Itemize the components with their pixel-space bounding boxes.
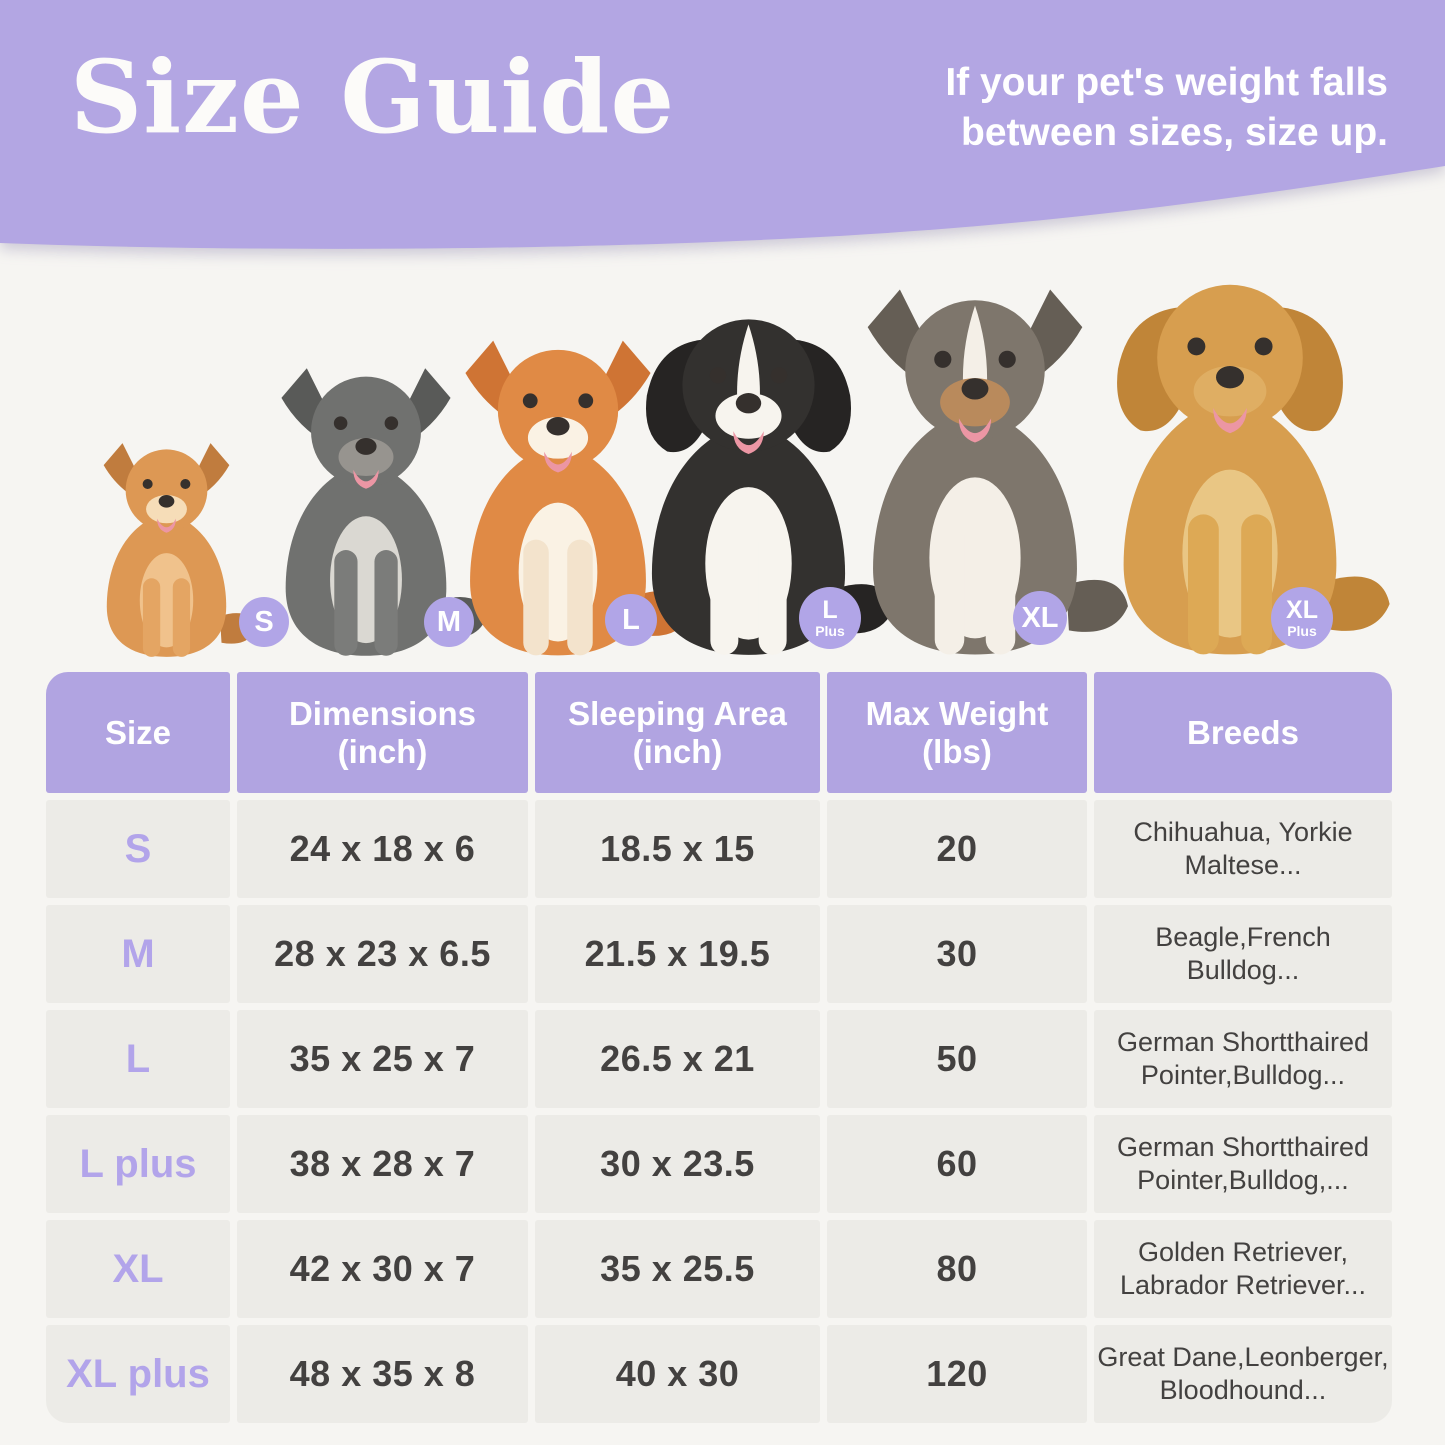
column-header-dimensions-unit: (inch): [337, 732, 428, 770]
column-header-max-weight-label: Max Weight: [865, 694, 1049, 732]
table-cell-breeds: Golden Retriever, Labrador Retriever...: [1094, 1220, 1392, 1318]
column-header-sleeping-area-unit: (inch): [632, 732, 723, 770]
column-header-sleeping-area-label: Sleeping Area: [568, 694, 787, 732]
page-title: Size Guide: [70, 38, 676, 156]
table-cell-size: XL: [46, 1220, 230, 1318]
column-header-size-label: Size: [104, 713, 172, 751]
dog-image-pomeranian: [72, 440, 261, 660]
size-badge-l-plus: L Plus: [799, 587, 861, 649]
breeds-line: Bloodhound...: [1159, 1375, 1327, 1405]
size-guide-table: Size Dimensions (inch) Sleeping Area (in…: [46, 672, 1392, 1423]
table-cell-size: XL plus: [46, 1325, 230, 1423]
table-cell-sleeping-area: 21.5 x 19.5: [535, 905, 820, 1003]
table-cell-size: L plus: [46, 1115, 230, 1213]
size-badge-xl-label: XL: [1021, 601, 1059, 634]
breeds-line: German Shortthaired: [1116, 1132, 1370, 1162]
table-cell-dimensions: 42 x 30 x 7: [237, 1220, 528, 1318]
column-header-sleeping-area: Sleeping Area (inch): [535, 672, 820, 793]
size-badge-s-label: S: [254, 605, 274, 638]
column-header-size: Size: [46, 672, 230, 793]
dog-image-golden-retriever: [1062, 268, 1398, 660]
table-cell-dimensions: 28 x 23 x 6.5: [237, 905, 528, 1003]
breeds-line: Bulldog...: [1186, 955, 1300, 985]
breeds-line: Pointer,Bulldog...: [1140, 1060, 1346, 1090]
table-cell-max-weight: 60: [827, 1115, 1087, 1213]
table-cell-max-weight: 80: [827, 1220, 1087, 1318]
size-badge-xl-plus: XL Plus: [1271, 587, 1333, 649]
table-cell-sleeping-area: 26.5 x 21: [535, 1010, 820, 1108]
table-cell-sleeping-area: 40 x 30: [535, 1325, 820, 1423]
column-header-dimensions: Dimensions (inch): [237, 672, 528, 793]
table-cell-dimensions: 38 x 28 x 7: [237, 1115, 528, 1213]
size-badge-m-label: M: [436, 605, 462, 638]
size-badge-m: M: [424, 597, 474, 647]
column-header-breeds-label: Breeds: [1187, 713, 1299, 751]
breeds-line: Chihuahua, Yorkie: [1133, 817, 1353, 847]
breeds-line: Golden Retriever,: [1137, 1237, 1349, 1267]
table-cell-breeds: German Shortthaired Pointer,Bulldog...: [1094, 1010, 1392, 1108]
table-cell-breeds: Chihuahua, Yorkie Maltese...: [1094, 800, 1392, 898]
header-note: If your pet's weight falls between sizes…: [945, 58, 1388, 158]
table-cell-max-weight: 20: [827, 800, 1087, 898]
table-cell-size: M: [46, 905, 230, 1003]
column-header-dimensions-label: Dimensions: [288, 694, 477, 732]
table-cell-max-weight: 50: [827, 1010, 1087, 1108]
size-badge-xl-plus-sublabel: Plus: [1287, 623, 1317, 639]
breeds-line: Pointer,Bulldog,...: [1137, 1165, 1349, 1195]
table-cell-dimensions: 24 x 18 x 6: [237, 800, 528, 898]
breeds-line: Maltese...: [1184, 850, 1302, 880]
table-cell-breeds: German Shortthaired Pointer,Bulldog,...: [1094, 1115, 1392, 1213]
table-cell-sleeping-area: 35 x 25.5: [535, 1220, 820, 1318]
column-header-max-weight-unit: (lbs): [922, 732, 992, 770]
column-header-max-weight: Max Weight (lbs): [827, 672, 1087, 793]
breeds-line: Beagle,French: [1155, 922, 1331, 952]
size-badge-l-plus-label: L: [822, 596, 838, 624]
table-cell-size: S: [46, 800, 230, 898]
breeds-line: Labrador Retriever...: [1119, 1270, 1367, 1300]
table-cell-dimensions: 35 x 25 x 7: [237, 1010, 528, 1108]
table-cell-breeds: Great Dane,Leonberger, Bloodhound...: [1094, 1325, 1392, 1423]
size-badge-xl-plus-label: XL: [1286, 596, 1318, 624]
column-header-breeds: Breeds: [1094, 672, 1392, 793]
size-badge-l: L: [605, 594, 657, 646]
table-cell-dimensions: 48 x 35 x 8: [237, 1325, 528, 1423]
header-note-line2: between sizes, size up.: [961, 111, 1388, 154]
size-badge-s: S: [239, 597, 289, 647]
table-cell-max-weight: 30: [827, 905, 1087, 1003]
size-badge-l-plus-sublabel: Plus: [815, 623, 845, 639]
table-cell-sleeping-area: 30 x 23.5: [535, 1115, 820, 1213]
table-cell-sleeping-area: 18.5 x 15: [535, 800, 820, 898]
header-wave-background: [0, 0, 1445, 249]
header-note-line1: If your pet's weight falls: [945, 61, 1388, 104]
table-cell-breeds: Beagle,French Bulldog...: [1094, 905, 1392, 1003]
size-badge-xl: XL: [1013, 591, 1067, 645]
table-cell-max-weight: 120: [827, 1325, 1087, 1423]
size-badge-l-label: L: [622, 603, 640, 636]
table-cell-size: L: [46, 1010, 230, 1108]
breeds-line: Great Dane,Leonberger,: [1097, 1342, 1389, 1372]
breeds-line: German Shortthaired: [1116, 1027, 1370, 1057]
